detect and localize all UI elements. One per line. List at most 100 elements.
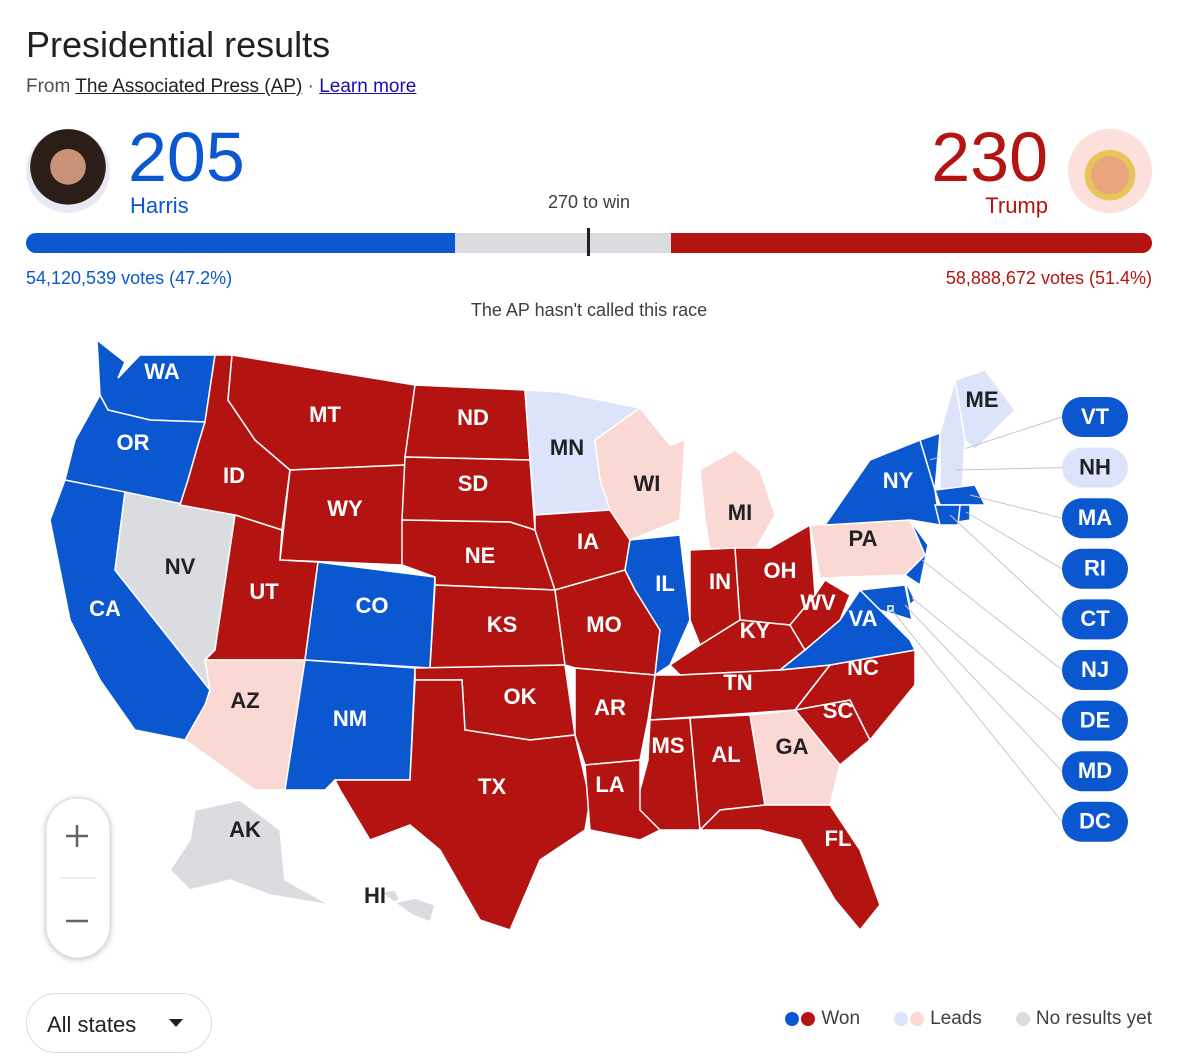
harris-votes: 54,120,539 votes (47.2%) bbox=[26, 268, 233, 288]
state-pill[interactable] bbox=[1062, 650, 1128, 690]
state-label: DE bbox=[1080, 707, 1111, 732]
state-pill[interactable] bbox=[1062, 700, 1128, 741]
state[interactable] bbox=[939, 379, 966, 491]
state-label: GA bbox=[776, 734, 809, 759]
state[interactable] bbox=[789, 578, 851, 652]
filter-label: All states bbox=[47, 1012, 137, 1037]
state-label: IL bbox=[655, 571, 675, 596]
state-label: KY bbox=[740, 618, 771, 643]
callout-line bbox=[890, 608, 1063, 823]
state[interactable] bbox=[903, 519, 929, 587]
state-label: ID bbox=[223, 463, 245, 488]
state-label: UT bbox=[249, 579, 279, 604]
state-label: WY bbox=[327, 496, 363, 521]
callout-line bbox=[954, 467, 1063, 471]
trump-electoral-votes: 230 bbox=[931, 118, 1048, 196]
state[interactable] bbox=[934, 504, 961, 526]
state-label: LA bbox=[595, 772, 624, 797]
legend-won: Won bbox=[821, 1008, 861, 1029]
state-label: MS bbox=[652, 733, 685, 758]
trump-photo bbox=[1068, 129, 1152, 213]
callout-line bbox=[921, 559, 1063, 671]
state-label: MA bbox=[1078, 505, 1112, 530]
state-filter[interactable]: All states bbox=[26, 993, 212, 1053]
state-pill[interactable] bbox=[1062, 397, 1128, 437]
state-label: HI bbox=[364, 883, 386, 908]
state-label: NY bbox=[883, 468, 914, 493]
state-pill[interactable] bbox=[1062, 599, 1128, 640]
state-label: CT bbox=[1080, 606, 1110, 631]
callout-line bbox=[904, 604, 1063, 772]
state[interactable] bbox=[698, 804, 881, 932]
source-line: From The Associated Press (AP) · Learn m… bbox=[26, 76, 416, 98]
state-label: AK bbox=[229, 817, 261, 842]
state[interactable] bbox=[919, 431, 941, 491]
title: Presidential results bbox=[26, 24, 331, 65]
legend-leads: Leads bbox=[930, 1008, 982, 1029]
harris-electoral-votes: 205 bbox=[128, 118, 245, 196]
state[interactable] bbox=[594, 406, 686, 541]
dropdown-arrow bbox=[169, 1019, 183, 1027]
state[interactable] bbox=[378, 889, 436, 923]
callout-line bbox=[965, 511, 1063, 570]
state-label: AR bbox=[594, 695, 626, 720]
state-label: NE bbox=[465, 543, 496, 568]
state-label: PA bbox=[849, 526, 878, 551]
state-label: ND bbox=[457, 405, 489, 430]
state[interactable] bbox=[333, 679, 591, 931]
state[interactable] bbox=[749, 709, 841, 806]
state-label: MN bbox=[550, 435, 584, 460]
harris-name: Harris bbox=[130, 193, 189, 218]
harris-photo bbox=[26, 129, 110, 213]
state-label: MI bbox=[728, 500, 752, 525]
state-label: IA bbox=[577, 529, 599, 554]
zoom-control bbox=[45, 797, 111, 959]
legend-no-results: No results yet bbox=[1035, 1008, 1152, 1029]
state-label: OH bbox=[764, 558, 797, 583]
state-label: MO bbox=[586, 612, 621, 637]
state[interactable] bbox=[858, 584, 913, 622]
harris-bar bbox=[26, 233, 455, 253]
race-status: The AP hasn't called this race bbox=[470, 300, 708, 320]
state-label: CO bbox=[356, 593, 389, 618]
state[interactable] bbox=[933, 484, 987, 506]
legend: Won Leads No results yet bbox=[785, 1008, 1152, 1030]
trump-votes: 58,888,672 votes (51.4%) bbox=[945, 268, 1152, 288]
state[interactable] bbox=[699, 449, 776, 551]
state-label: FL bbox=[825, 826, 852, 851]
callout-line bbox=[911, 597, 1063, 721]
state-label: IN bbox=[709, 569, 731, 594]
state-label: AL bbox=[711, 742, 740, 767]
state-pill[interactable] bbox=[1062, 801, 1128, 842]
state-label: WA bbox=[144, 359, 180, 384]
state-pill[interactable] bbox=[1062, 751, 1128, 792]
state-pill[interactable] bbox=[1062, 548, 1128, 589]
state-label: VA bbox=[849, 606, 878, 631]
separator: · bbox=[307, 76, 314, 97]
zoom-in[interactable] bbox=[66, 825, 88, 847]
callout-line bbox=[969, 494, 1063, 519]
source-link[interactable]: The Associated Press (AP) bbox=[75, 76, 303, 97]
state-label: DC bbox=[1079, 809, 1111, 834]
learn-more-link[interactable]: Learn more bbox=[319, 76, 417, 97]
trump-bar bbox=[671, 233, 1152, 253]
state[interactable] bbox=[169, 799, 331, 906]
state-label: MT bbox=[309, 402, 341, 427]
source-prefix: From bbox=[26, 76, 71, 97]
state-label: NM bbox=[333, 706, 367, 731]
state-label: WV bbox=[800, 590, 836, 615]
trump-name: Trump bbox=[985, 193, 1048, 218]
state-pill[interactable] bbox=[1062, 498, 1128, 539]
callout-line bbox=[949, 514, 1063, 620]
state-label: VT bbox=[1081, 404, 1110, 429]
state-label: OR bbox=[117, 430, 150, 455]
state-pill[interactable] bbox=[1062, 447, 1128, 488]
state-label: AZ bbox=[230, 688, 259, 713]
state-label: NJ bbox=[1081, 657, 1109, 682]
state-label: ME bbox=[966, 387, 999, 412]
state-label: OK bbox=[504, 684, 537, 709]
state-label: MD bbox=[1078, 758, 1112, 783]
state-label: KS bbox=[487, 612, 518, 637]
